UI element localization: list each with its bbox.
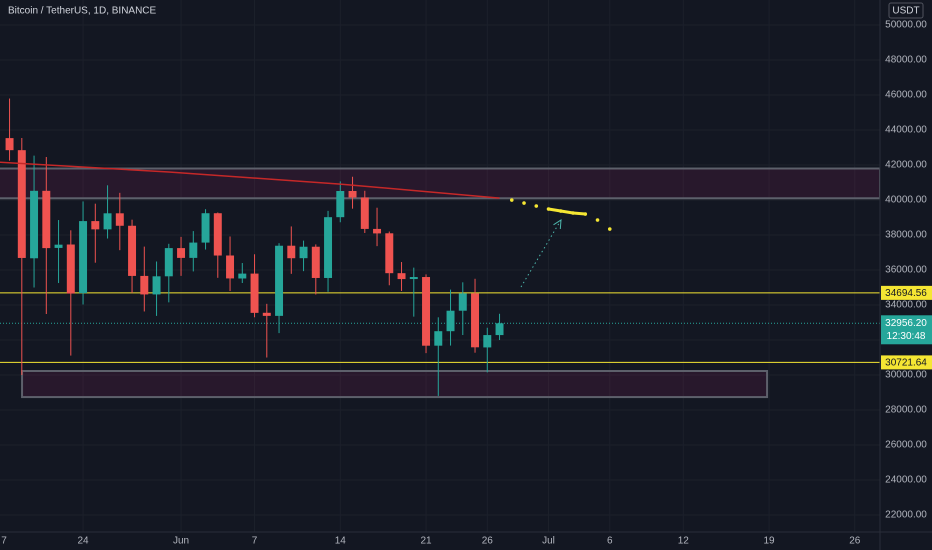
candle-body [360, 197, 369, 229]
candle-body [373, 228, 382, 234]
candle-body [495, 323, 504, 336]
projection-dot [595, 218, 600, 222]
zone [21, 370, 769, 399]
candle-body [275, 245, 284, 316]
y-tick-label: 36000.00 [885, 265, 927, 276]
candle-body [91, 221, 100, 230]
candle-body [262, 312, 271, 316]
x-tick-label: 26 [482, 536, 494, 547]
x-tick-label: 7 [252, 536, 258, 547]
last-price-badge [881, 315, 932, 345]
x-tick-label: 14 [335, 536, 347, 547]
candle-body [471, 293, 480, 348]
projection-dot [607, 227, 612, 231]
last-price-label: 32956.20 [885, 318, 927, 329]
candle-body [213, 213, 222, 256]
candle-body [140, 275, 149, 295]
candle-body [446, 310, 455, 332]
x-tick-label: Jul [542, 536, 555, 547]
x-tick-label: 19 [763, 536, 775, 547]
projection-dot [571, 211, 575, 215]
candle-body [66, 244, 75, 294]
y-tick-label: 48000.00 [885, 55, 927, 66]
x-tick-label: Jun [173, 536, 189, 547]
y-tick-label: 50000.00 [885, 20, 927, 31]
countdown-label: 12:30:48 [887, 331, 926, 342]
candle-body [201, 213, 210, 243]
candle-body [336, 190, 345, 218]
projection-dot [509, 198, 514, 202]
candle-body [103, 213, 112, 230]
chart-title: Bitcoin / TetherUS, 1D, BINANCE [8, 6, 157, 17]
candle-body [348, 190, 357, 198]
candle-body [483, 335, 492, 348]
currency-badge[interactable] [888, 2, 924, 19]
y-tick-label: 42000.00 [885, 160, 927, 171]
candle-body [397, 273, 406, 280]
candle-body [17, 150, 26, 258]
x-tick-label: 7 [1, 536, 7, 547]
level-label: 30721.64 [885, 358, 927, 369]
zone [0, 167, 880, 200]
moving-average [0, 161, 500, 199]
candle-body [287, 245, 296, 259]
candle-body [115, 213, 124, 226]
candle-body [164, 248, 173, 277]
y-tick-label: 28000.00 [885, 405, 927, 416]
trend-arrow [520, 219, 562, 288]
y-tick-label: 34000.00 [885, 300, 927, 311]
candle-body [5, 138, 14, 151]
level-badge [881, 355, 932, 370]
y-tick-label: 22000.00 [885, 510, 927, 521]
x-tick-label: 6 [607, 536, 613, 547]
candle-body [238, 273, 247, 279]
projection-dot [558, 209, 563, 213]
x-tick-label: 21 [420, 536, 432, 547]
candle-body [299, 246, 308, 259]
x-tick-label: 24 [77, 536, 89, 547]
projection-dot [583, 212, 588, 216]
axes: 22000.00 24000.00 26000.00 28000.00 30000.00… [1, 20, 932, 547]
projection-dot [522, 201, 526, 205]
level-badge [881, 285, 932, 300]
currency-label[interactable]: USDT [892, 6, 919, 17]
y-tick-label: 46000.00 [885, 90, 927, 101]
candle-body [385, 233, 394, 274]
y-tick-label: 26000.00 [885, 440, 927, 451]
candle-body [54, 244, 63, 248]
candle-body [434, 331, 443, 346]
y-tick-label: 30000.00 [885, 370, 927, 381]
candle-body [30, 190, 39, 259]
candle-body [324, 217, 333, 278]
candle-body [189, 242, 198, 258]
candle-body [226, 255, 235, 279]
y-tick-label: 44000.00 [885, 125, 927, 136]
candle-body [128, 225, 137, 276]
candle-body [177, 248, 186, 258]
candle-body [311, 246, 320, 278]
level-label: 34694.56 [885, 288, 927, 299]
projection-dot [546, 207, 551, 211]
arrow-head [553, 219, 562, 230]
x-tick-label: 26 [849, 536, 861, 547]
y-tick-label: 24000.00 [885, 475, 927, 486]
projection-dot [534, 204, 539, 208]
candle-body [152, 276, 161, 295]
candle-body [79, 221, 88, 294]
candle-body [409, 277, 418, 280]
candle-body [458, 293, 467, 311]
y-tick-label: 40000.00 [885, 195, 927, 206]
candle-body [42, 190, 51, 249]
candle-body [250, 273, 259, 313]
x-tick-label: 12 [678, 536, 690, 547]
plot-area [0, 98, 880, 399]
y-tick-label: 38000.00 [885, 230, 927, 241]
candle-body [422, 277, 431, 346]
projection-line [547, 207, 587, 216]
